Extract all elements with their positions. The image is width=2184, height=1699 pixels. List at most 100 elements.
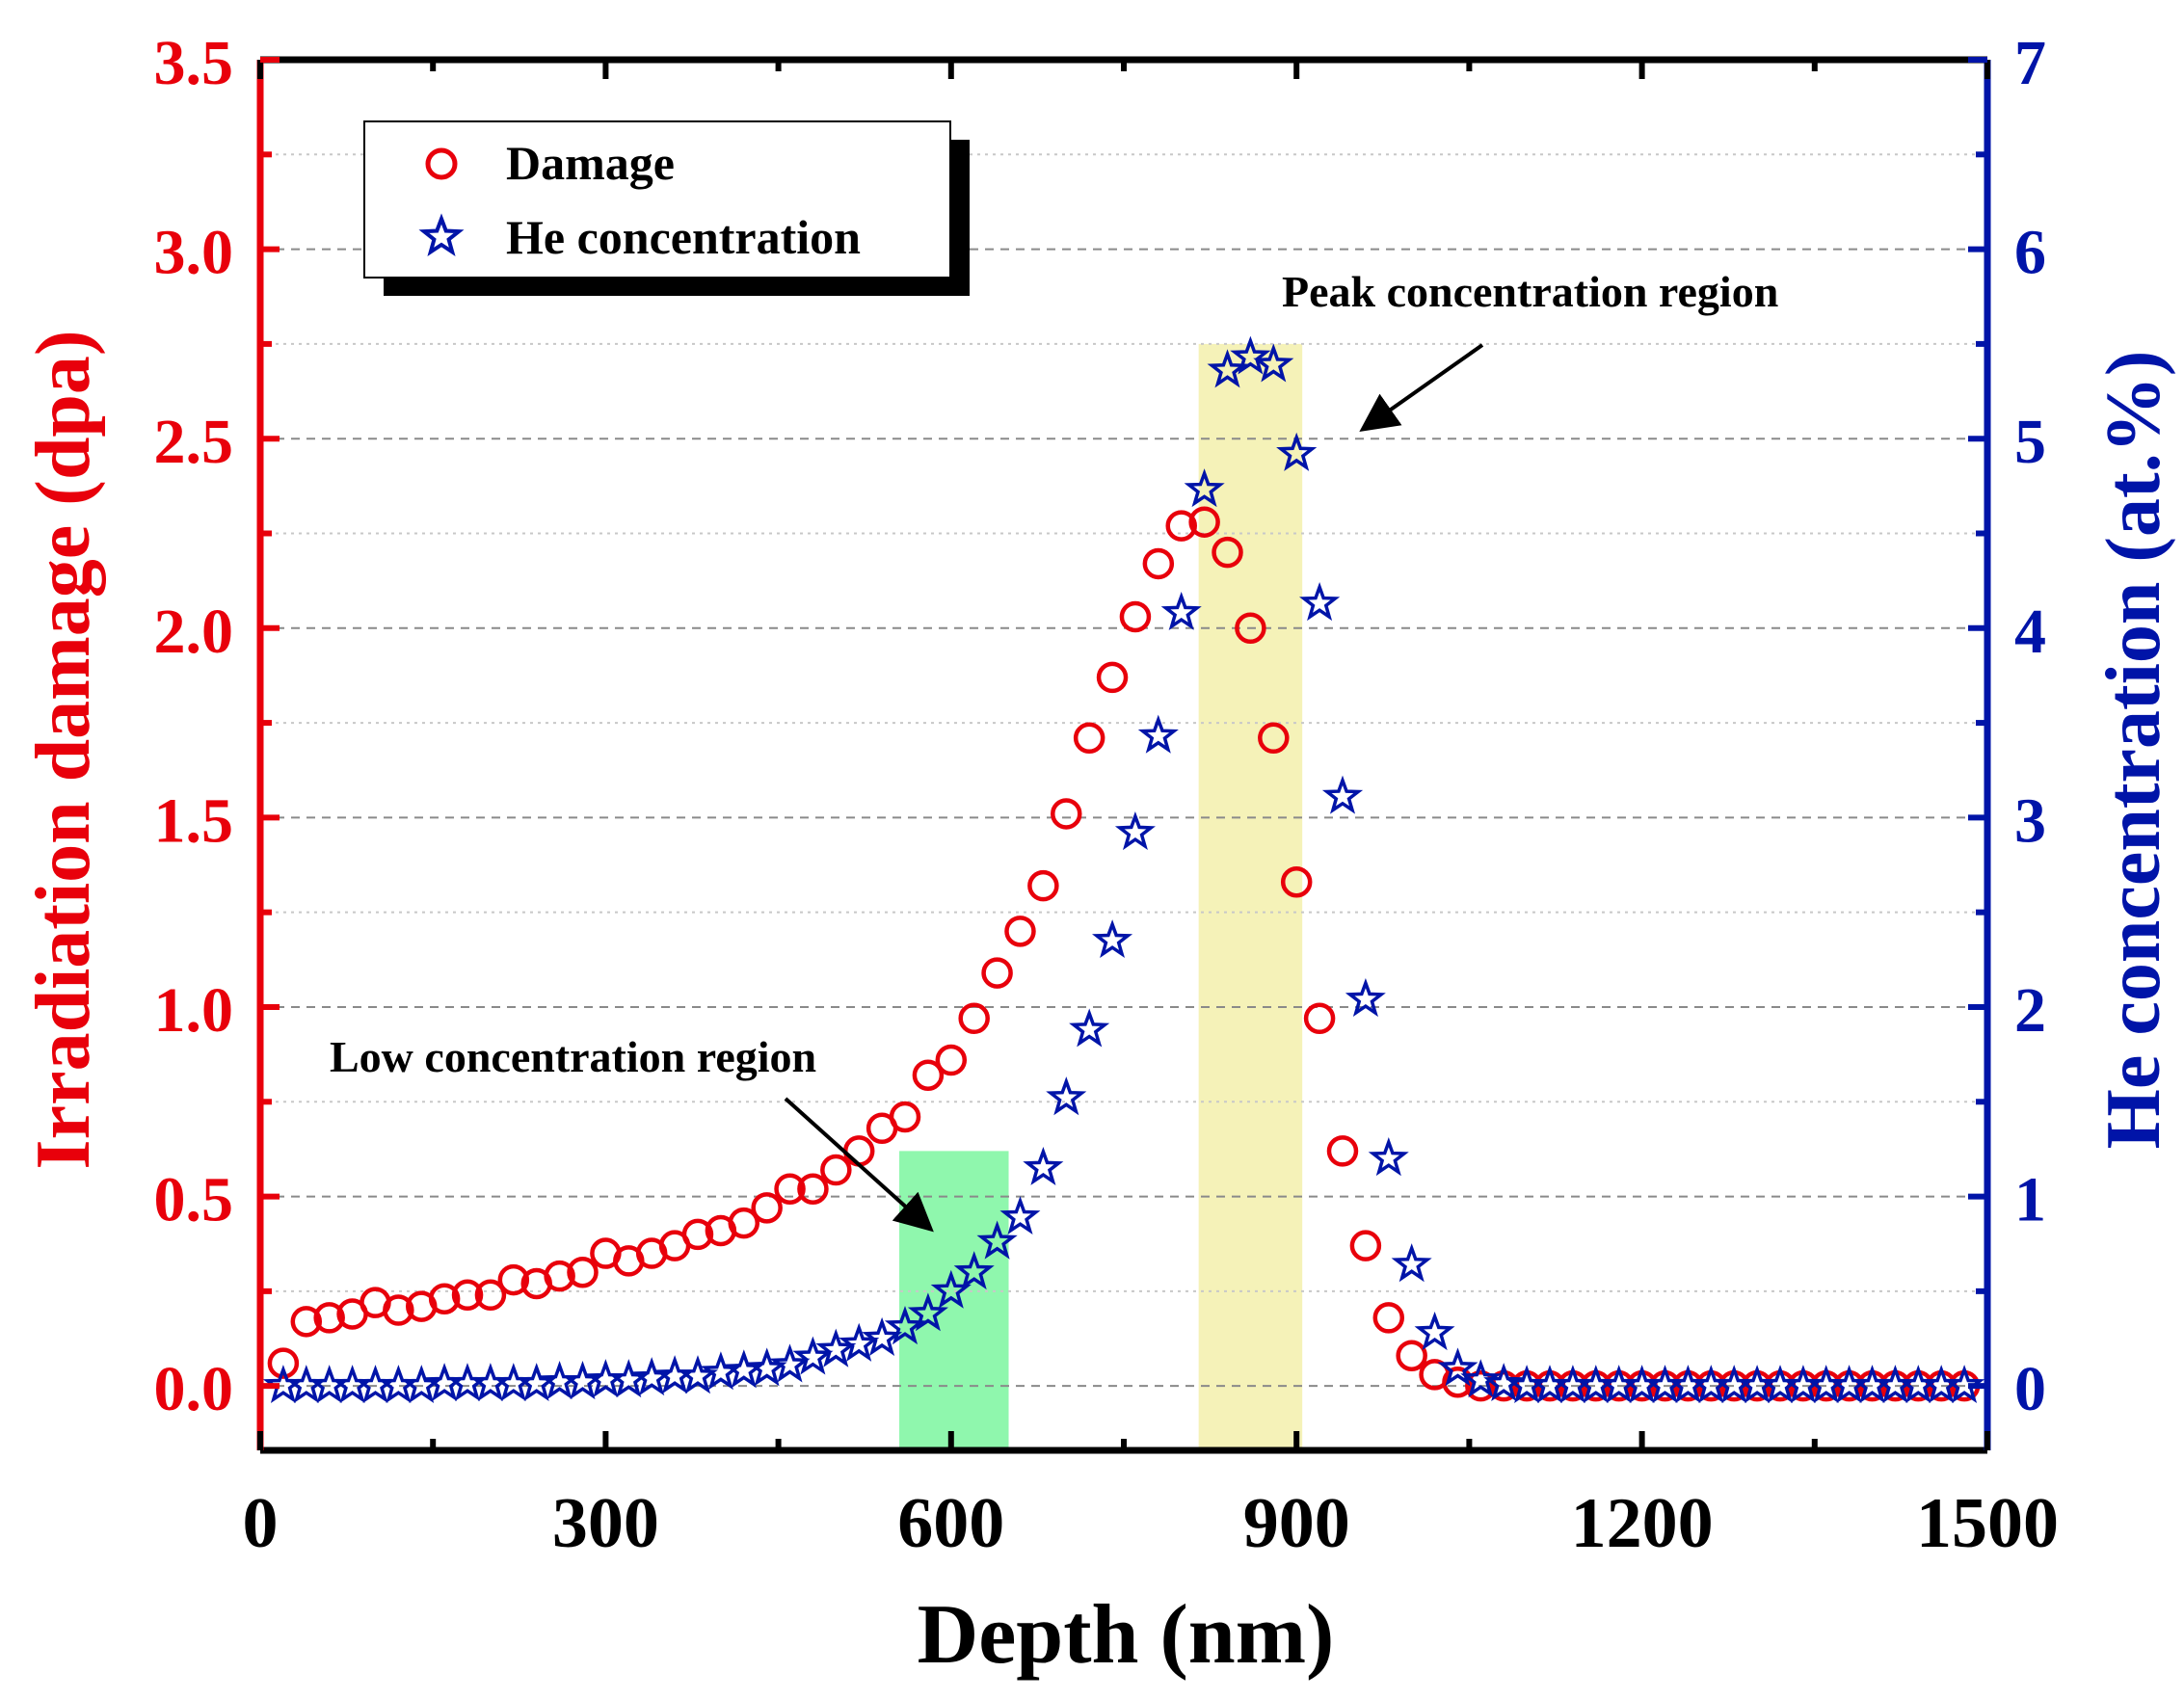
y-tick-label-right: 7 (2014, 28, 2046, 98)
he-point (976, 1220, 1018, 1260)
he-point (1345, 977, 1386, 1018)
legend-he-marker (418, 213, 465, 257)
he-point (999, 1196, 1041, 1235)
annotation-layer: Low concentration region Peak concentrat… (330, 267, 1778, 1233)
damage-point (958, 1002, 990, 1035)
damage-point (567, 1256, 599, 1288)
he-point (862, 1316, 903, 1356)
x-tick-label: 1500 (1916, 1484, 2059, 1563)
he-point (953, 1251, 995, 1290)
damage-point (981, 957, 1013, 989)
x-tick-label: 300 (552, 1484, 659, 1563)
damage-point (497, 1263, 530, 1296)
damage-point (797, 1173, 829, 1205)
damage-point (1142, 547, 1175, 580)
damage-point (1372, 1302, 1405, 1334)
damage-point (1051, 798, 1082, 830)
legend-damage-marker (425, 147, 458, 180)
damage-point (1280, 865, 1313, 898)
legend-box (363, 120, 951, 279)
damage-point (842, 1135, 875, 1167)
damage-point (474, 1279, 507, 1312)
damage-point (1073, 722, 1105, 755)
he-point (700, 1351, 741, 1391)
legend-damage-label: Damage (506, 136, 675, 190)
he-point (1276, 432, 1318, 471)
y-tick-label-left: 2.5 (154, 407, 234, 477)
he-point (1299, 582, 1341, 622)
he-point (815, 1328, 857, 1367)
x-tick-label: 1200 (1571, 1484, 1714, 1563)
y-tick-label-right: 4 (2014, 597, 2046, 667)
he-point (516, 1363, 557, 1402)
damage-point (383, 1294, 414, 1326)
y-tick-label-right: 1 (2014, 1165, 2046, 1235)
damage-point (912, 1059, 945, 1091)
he-point (1368, 1137, 1409, 1177)
he-point (1391, 1243, 1432, 1283)
y-tick-label-left: 3.0 (154, 218, 234, 288)
y-axis-title: Irradiation damage (dpa) (21, 330, 106, 1169)
series-layer (262, 335, 1985, 1404)
damage-point (1212, 536, 1243, 569)
series-damage (267, 506, 1981, 1402)
damage-point (1188, 506, 1220, 538)
damage-point (428, 1283, 461, 1314)
he-point (884, 1306, 926, 1345)
y-tick-label-right: 0 (2014, 1354, 2046, 1424)
damage-point (1258, 722, 1290, 755)
y-tick-label-left: 1.0 (154, 975, 234, 1046)
x-axis-title: Depth (nm) (918, 1588, 1335, 1682)
damage-point (1396, 1340, 1427, 1371)
he-point (839, 1322, 880, 1362)
damage-point (1442, 1366, 1474, 1398)
he-point (1483, 1363, 1525, 1402)
he-point (1023, 1146, 1064, 1185)
he-point (631, 1357, 673, 1396)
he-point (746, 1347, 787, 1387)
annotation-arrow-low (784, 1097, 934, 1233)
axes-layer (256, 56, 1991, 1454)
y-tick-label-left: 2.0 (154, 597, 234, 667)
damage-point (774, 1173, 806, 1205)
he-point (1253, 343, 1294, 383)
damage-point (451, 1279, 484, 1312)
y-tick-label-left: 3.5 (154, 28, 234, 98)
he-point (1944, 1365, 1985, 1404)
y-tick-label-left: 0.0 (154, 1354, 234, 1424)
he-point (1137, 714, 1179, 754)
y-tick-label-right: 3 (2014, 785, 2046, 856)
damage-point (935, 1044, 968, 1076)
damage-point (544, 1260, 575, 1292)
annotation-low-region: Low concentration region (330, 1032, 816, 1081)
y-tick-label-right: 6 (2014, 218, 2046, 288)
damage-point (1004, 916, 1036, 947)
damage-point (1303, 1002, 1336, 1035)
damage-point (267, 1347, 300, 1379)
he-point (907, 1292, 948, 1332)
damage-point (1465, 1369, 1497, 1402)
y-tick-label-right: 5 (2014, 407, 2046, 477)
he-point (401, 1365, 442, 1404)
he-point (562, 1361, 603, 1400)
damage-point (1326, 1135, 1359, 1167)
y2-axis-title: He concentration (at.%) (2091, 351, 2176, 1150)
annotation-peak-region: Peak concentration region (1282, 267, 1778, 316)
he-point (1414, 1312, 1455, 1351)
he-point (1437, 1347, 1478, 1387)
annotation-arrow-peak (1359, 343, 1484, 433)
series-he-concentration (262, 335, 1985, 1404)
he-point (1046, 1076, 1087, 1116)
he-point (1321, 775, 1364, 814)
damage-point (1349, 1230, 1382, 1261)
damage-point (313, 1302, 345, 1334)
he-point (1460, 1359, 1502, 1398)
he-point (1114, 811, 1156, 851)
damage-point (1235, 612, 1266, 645)
x-tick-label: 600 (897, 1484, 1004, 1563)
damage-point (1119, 600, 1152, 633)
legend-he-label: He concentration (506, 210, 861, 264)
y-tick-label-left: 1.5 (154, 785, 234, 856)
he-point (608, 1359, 650, 1398)
